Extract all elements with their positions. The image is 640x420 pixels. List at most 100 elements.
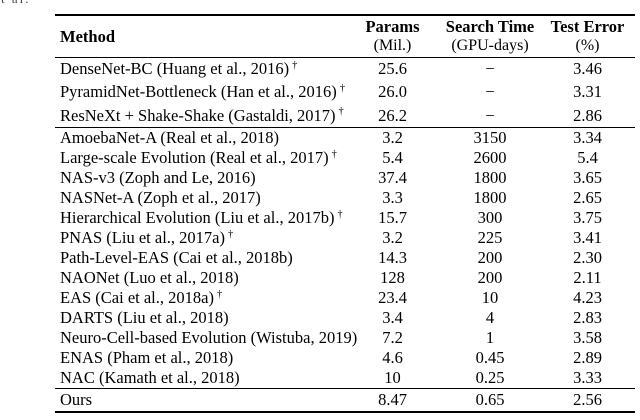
method-cell: Ours [55,389,345,413]
dagger-icon: † [337,208,343,220]
table-row: Large-scale Evolution (Real et al., 2017… [55,148,635,168]
table-row: NAC (Kamath et al., 2018) 10 0.25 3.33 [55,368,635,389]
test-error-value: 2.86 [573,105,602,125]
table-row: AmoebaNet-A (Real et al., 2018) 3.2 3150 3.… [55,128,635,149]
method-name: NAONet (Luo et al., 2018) [60,268,239,287]
method-cell: NASNet-A (Zoph et al., 2017) [55,188,345,208]
table-row: PyramidNet-Bottleneck (Han et al., 2016)… [55,81,635,105]
method-name: ENAS (Pham et al., 2018) [60,348,234,367]
method-name: Large-scale Evolution (Real et al., 2017… [60,148,329,167]
method-cell: NAONet (Luo et al., 2018) [55,268,345,288]
column-header-method: Method [55,15,345,58]
test-error-value: 2.89 [573,348,602,367]
params-value: 15.7 [378,208,407,227]
params-value: 128 [380,268,405,287]
test-error-value: 3.33 [573,368,602,387]
dagger-icon: † [216,288,223,300]
params-value: 3.2 [382,128,403,147]
search-time-value: 200 [477,268,503,287]
params-value: 37.4 [378,168,407,187]
column-header-test-error-label: Test Error [550,17,625,37]
method-name: EAS (Cai et al., 2018a) [60,288,214,307]
search-time-value: 1 [485,328,495,347]
table-row: ENAS (Pham et al., 2018) 4.6 0.45 2.89 [55,348,635,368]
test-error-value: 2.83 [573,308,602,327]
test-error-value: 2.11 [573,268,602,287]
method-name: Ours [60,390,93,409]
table-group-search-methods: AmoebaNet-A (Real et al., 2018) 3.2 3150 3.… [55,127,635,389]
method-name: Neuro-Cell-based Evolution (Wistuba, 201… [60,328,358,347]
search-time-value: 1800 [473,188,507,207]
method-cell: NAC (Kamath et al., 2018) [55,368,345,389]
column-header-params-unit: (Mil.) [373,37,412,55]
test-error-value: 3.65 [573,168,602,187]
method-cell: DenseNet-BC (Huang et al., 2016) † [55,57,345,81]
column-header-test-error: Test Error (%) [540,15,635,58]
search-time-value: − [485,82,495,102]
params-value: 14.3 [378,248,407,267]
method-name: AmoebaNet-A (Real et al., 2018) [60,128,280,147]
search-time-value: 0.25 [475,368,505,387]
params-value: 5.4 [382,148,403,167]
method-cell: DARTS (Liu et al., 2018) [55,308,345,328]
test-error-value: 4.23 [573,288,602,307]
dagger-icon: † [339,82,346,94]
params-value: 26.2 [378,105,407,125]
column-header-search-time-label: Search Time [445,17,535,37]
params-value: 4.6 [382,348,403,367]
method-name: PNAS (Liu et al., 2017a) [60,228,225,247]
table-row: Hierarchical Evolution (Liu et al., 2017… [55,208,635,228]
method-cell: Large-scale Evolution (Real et al., 2017… [55,148,345,168]
params-value: 3.3 [382,188,403,207]
search-time-value: 0.65 [475,390,505,409]
test-error-value: 2.56 [573,390,602,409]
test-error-value: 2.30 [573,248,602,267]
test-error-value: 2.65 [573,188,602,207]
dagger-icon: † [292,59,298,71]
column-header-method-label: Method [60,26,115,46]
table-row: DARTS (Liu et al., 2018) 3.4 4 2.83 [55,308,635,328]
method-name: DARTS (Liu et al., 2018) [60,308,229,327]
method-name: NAS-v3 (Zoph and Le, 2016) [60,168,256,187]
method-cell: NAS-v3 (Zoph and Le, 2016) [55,168,345,188]
results-table-container: Method Params (Mil.) Search Time (GPU-da… [55,14,635,413]
method-name: DenseNet-BC (Huang et al., 2016) [60,59,290,78]
test-error-value: 3.58 [573,328,602,347]
params-value: 26.0 [378,82,407,102]
method-cell: PyramidNet-Bottleneck (Han et al., 2016)… [55,81,345,105]
search-time-value: 225 [477,228,503,247]
table-row: EAS (Cai et al., 2018a) † 23.4 10 4.23 [55,288,635,308]
search-time-value: 3150 [473,128,507,147]
search-time-value: 2600 [473,148,507,167]
method-cell: EAS (Cai et al., 2018a) † [55,288,345,308]
params-value: 23.4 [378,288,407,307]
table-row: Path-Level-EAS (Cai et al., 2018b) 14.3 20… [55,248,635,268]
search-time-value: 300 [477,208,503,227]
method-name: Hierarchical Evolution (Liu et al., 2017… [60,208,335,227]
table-group-ours: Ours 8.47 0.65 2.56 [55,388,635,413]
table-row: Neuro-Cell-based Evolution (Wistuba, 201… [55,328,635,348]
search-time-value: − [485,105,495,125]
column-header-test-error-unit: (%) [575,37,600,55]
results-table: Method Params (Mil.) Search Time (GPU-da… [55,14,635,413]
method-cell: Hierarchical Evolution (Liu et al., 2017… [55,208,345,228]
column-header-search-time: Search Time (GPU-days) [440,15,540,58]
search-time-value: 200 [477,248,503,267]
clipped-text-fragment: t al. [1,0,61,6]
table-header: Method Params (Mil.) Search Time (GPU-da… [55,15,635,58]
method-name: PyramidNet-Bottleneck (Han et al., 2016) [60,82,337,102]
search-time-value: 4 [485,308,495,327]
dagger-icon: † [331,148,337,160]
params-value: 10 [384,368,401,387]
method-cell: Path-Level-EAS (Cai et al., 2018b) [55,248,345,268]
table-row: Ours 8.47 0.65 2.56 [55,389,635,413]
table-row: PNAS (Liu et al., 2017a) † 3.2 225 3.41 [55,228,635,248]
params-value: 25.6 [378,59,407,78]
method-cell: PNAS (Liu et al., 2017a) † [55,228,345,248]
test-error-value: 3.31 [573,82,602,102]
method-name: Path-Level-EAS (Cai et al., 2018b) [60,248,293,267]
search-time-value: − [485,59,495,78]
table-group-baselines: DenseNet-BC (Huang et al., 2016) † 25.6−3.… [55,57,635,128]
table-row: NAONet (Luo et al., 2018) 128 200 2.11 [55,268,635,288]
